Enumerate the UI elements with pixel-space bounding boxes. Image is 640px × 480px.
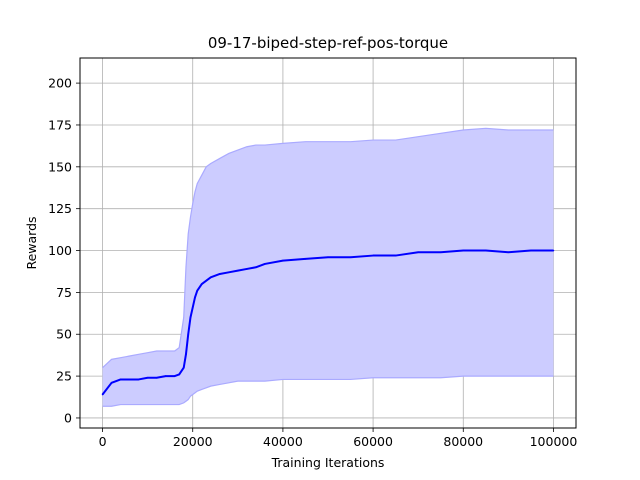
- mean-data-point: [178, 373, 180, 376]
- x-tick-label: 20000: [173, 434, 213, 449]
- mean-data-point: [182, 366, 185, 369]
- mean-data-point: [439, 251, 442, 254]
- upper-bound-line: [102, 127, 554, 369]
- y-tick-label: 125: [48, 201, 72, 216]
- mean-data-point: [146, 376, 149, 379]
- mean-data-point: [264, 263, 266, 265]
- y-tick-label: 25: [56, 369, 72, 384]
- mean-data-point: [237, 269, 239, 272]
- mean-data-point: [394, 254, 397, 257]
- mean-data-point: [187, 333, 190, 336]
- y-tick-label: 75: [56, 285, 72, 300]
- mean-data-point: [255, 266, 257, 269]
- x-tick-label: 100000: [530, 434, 578, 449]
- x-axis-label: Training Iterations: [271, 455, 385, 470]
- mean-data-point: [164, 375, 167, 377]
- mean-data-point: [200, 283, 203, 285]
- y-tick-label: 50: [56, 327, 72, 342]
- mean-data-point: [349, 256, 352, 259]
- mean-data-point: [173, 375, 176, 377]
- y-tick-label: 175: [48, 117, 72, 132]
- mean-data-point: [218, 273, 221, 275]
- std-band: [102, 128, 554, 407]
- y-tick-label: 100: [48, 243, 72, 258]
- mean-data-point: [196, 289, 199, 292]
- tick-layer: 0 20000 40000 60000 80000 100000 0 25 50 75 100 125…: [48, 76, 577, 449]
- mean-data-point: [119, 378, 122, 381]
- x-tick-label: 0: [99, 434, 107, 449]
- chart-title: 09-17-biped-step-ref-pos-torque: [208, 34, 448, 52]
- mean-data-point: [246, 268, 248, 270]
- y-axis-label: Rewards: [24, 216, 39, 269]
- mean-data-point: [372, 254, 374, 257]
- mean-data-point: [128, 378, 131, 381]
- mean-data-point: [327, 256, 329, 259]
- mean-data-point: [462, 249, 465, 252]
- mean-data-point: [304, 258, 307, 260]
- mean-data-point: [282, 259, 284, 262]
- mean-data-point: [110, 381, 113, 384]
- y-tick-label: 0: [64, 410, 72, 425]
- mean-data-point: [189, 316, 192, 319]
- band-layer: [102, 127, 554, 407]
- mean-data-point: [191, 306, 194, 309]
- mean-data-point: [417, 251, 419, 254]
- mean-data-point: [205, 279, 208, 282]
- x-tick-label: 40000: [263, 434, 303, 449]
- mean-data-point: [530, 249, 532, 252]
- x-tick-label: 80000: [443, 434, 483, 449]
- mean-data-point: [228, 271, 230, 274]
- mean-data-point: [101, 393, 104, 396]
- mean-data-point: [137, 378, 140, 381]
- mean-data-point: [155, 376, 158, 379]
- mean-data-point: [485, 249, 487, 252]
- plot-frame: [79, 57, 577, 429]
- x-tick-label: 60000: [353, 434, 393, 449]
- line-layer: [101, 249, 555, 396]
- mean-data-point: [209, 276, 212, 279]
- y-tick-label: 150: [48, 159, 72, 174]
- y-tick-label: 200: [48, 76, 72, 91]
- mean-data-point: [552, 249, 555, 252]
- lower-bound-line: [102, 375, 554, 407]
- mean-data-point: [194, 296, 196, 299]
- mean-data-point: [507, 251, 510, 254]
- mean-data-point: [185, 353, 187, 356]
